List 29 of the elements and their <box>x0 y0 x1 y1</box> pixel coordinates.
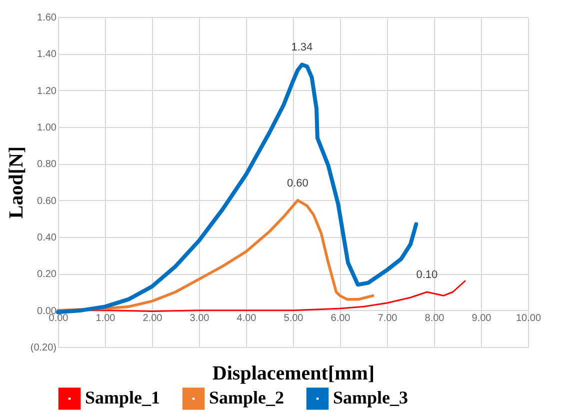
x-tick-label: 10.00 <box>516 312 542 324</box>
x-tick-label: 2.00 <box>142 312 163 324</box>
y-tick-label: 1.20 <box>37 86 57 97</box>
x-tick-label: 7.00 <box>378 312 398 324</box>
y-tick-label: 0.40 <box>37 232 57 244</box>
legend-label: Sample_3 <box>333 388 408 408</box>
x-tick-label: 0.00 <box>48 312 69 324</box>
x-tick-label: 6.00 <box>330 312 351 324</box>
x-tick-label: 1.00 <box>96 312 116 324</box>
x-tick-label: 4.00 <box>236 312 257 324</box>
x-tick-label: 8.00 <box>424 312 445 324</box>
y-tick-label: 1.00 <box>37 122 57 134</box>
y-tick-label: 1.60 <box>37 12 57 24</box>
y-tick-label: 0.20 <box>37 269 57 280</box>
x-tick-label: 9.00 <box>472 312 492 324</box>
x-tick-label: 5.00 <box>284 312 304 324</box>
annotation: 0.60 <box>286 177 308 190</box>
x-axis-title: Displacement[mm] <box>212 362 375 384</box>
legend-label: Sample_2 <box>209 388 284 408</box>
y-tick-label: 1.40 <box>37 49 57 60</box>
line-series <box>56 62 418 314</box>
y-tick-label: 0.80 <box>37 159 57 170</box>
legend-label: Sample_1 <box>85 388 160 408</box>
y-tick-label: 0.60 <box>37 196 57 207</box>
y-axis-title: Laod[N] <box>5 146 28 219</box>
annotation: 1.34 <box>291 42 313 54</box>
y-tick-label: (0.20) <box>30 342 56 354</box>
x-tick-label: 3.00 <box>190 312 210 324</box>
annotation: 0.10 <box>416 269 438 281</box>
